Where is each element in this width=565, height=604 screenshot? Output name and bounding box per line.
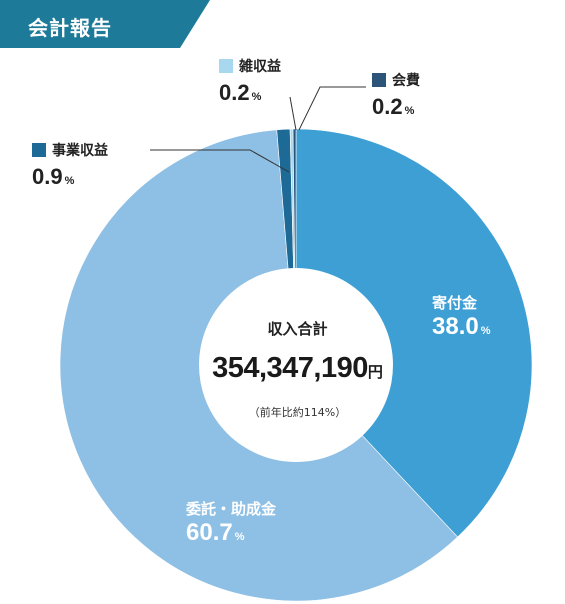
percent-unit: % xyxy=(251,91,262,103)
legend-swatch xyxy=(32,143,46,157)
slice-label-jigyo: 事業収益 0.9% xyxy=(32,140,108,190)
slice-percent: 0.2% xyxy=(372,94,420,120)
slice-name: 事業収益 xyxy=(52,143,108,159)
total-income-value: 354,347,190円 xyxy=(190,352,405,385)
slice-percent-value: 0.2 xyxy=(372,94,403,119)
slice-kifukin xyxy=(295,128,533,538)
slice-name: 会費 xyxy=(392,73,420,89)
header-banner-shape xyxy=(0,0,210,48)
percent-unit: % xyxy=(480,325,491,337)
slice-percent-value: 60.7 xyxy=(186,519,233,546)
leader-line-zatsu xyxy=(289,96,297,131)
slice-percent-value: 0.9 xyxy=(32,164,63,189)
slice-percent: 0.2% xyxy=(219,80,281,106)
slice-label-zatsu: 雑収益 0.2% xyxy=(219,56,281,106)
leader-line-jigyo xyxy=(150,149,290,173)
total-income-unit: 円 xyxy=(367,363,383,381)
slice-percent: 60.7% xyxy=(186,519,276,547)
slice-percent: 0.9% xyxy=(32,164,108,190)
percent-unit: % xyxy=(404,105,415,117)
slice-percent-value: 38.0 xyxy=(432,313,479,340)
slice-name: 委託・助成金 xyxy=(186,500,277,518)
legend-swatch xyxy=(372,73,386,87)
slice-name: 雑収益 xyxy=(239,59,281,75)
legend-swatch xyxy=(219,59,233,73)
section-header-tab xyxy=(0,0,215,50)
total-income-number: 354,347,190 xyxy=(212,352,368,384)
slice-label-kifukin: 寄付金 38.0% xyxy=(432,292,491,341)
slice-label-kaihi: 会費 0.2% xyxy=(372,70,420,120)
slice-label-itaku: 委託・助成金 60.7% xyxy=(186,498,276,547)
percent-unit: % xyxy=(64,175,75,187)
year-over-year-note: （前年比約114%） xyxy=(248,406,347,419)
total-income-label: 収入合計 xyxy=(267,320,328,338)
slice-percent-value: 0.2 xyxy=(219,80,250,105)
donut-hole xyxy=(199,268,393,462)
slice-percent: 38.0% xyxy=(432,313,491,341)
page-title: 会計報告 xyxy=(28,16,112,40)
percent-unit: % xyxy=(234,531,245,543)
leader-line-kaihi xyxy=(298,86,366,131)
slice-name: 寄付金 xyxy=(432,294,478,312)
header-banner xyxy=(0,0,210,48)
